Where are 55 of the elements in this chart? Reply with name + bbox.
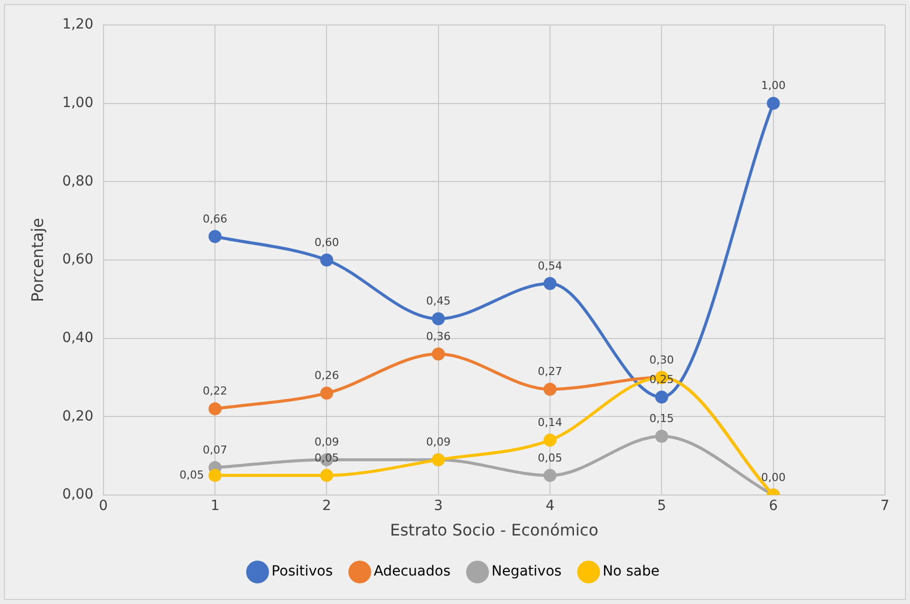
x-tick-label: 5 [657,498,666,514]
data-label: 0,27 [538,365,562,378]
data-label: 0,09 [426,436,451,449]
data-label: 0,66 [202,212,228,226]
x-tick-label: 0 [98,498,108,514]
data-label: 0,30 [649,353,674,366]
y-tick-label: 1,20 [62,16,94,33]
x-tick-label: 4 [546,498,555,514]
x-tick-label: 3 [434,498,443,514]
y-axis-title: Porcentaje [28,218,47,302]
data-label: 0,54 [538,259,562,272]
x-axis-title: Estrato Socio - Económico [390,520,598,540]
data-label: 0,22 [202,384,228,398]
point [320,254,334,266]
data-label: 0,05 [180,468,204,482]
data-label: 0,15 [649,412,674,426]
point [544,382,557,396]
data-label: 0,26 [314,369,339,382]
y-tick-label: 0,60 [62,252,94,268]
point [208,230,222,243]
y-tick-label: 0,40 [62,330,94,346]
data-label: 0,45 [426,294,451,308]
point [544,468,557,482]
point [544,277,557,290]
data-label: 0,09 [314,436,339,449]
data-label: 0,60 [314,236,339,249]
legend-label: Adecuados [374,564,451,580]
y-tick-label: 1,00 [62,94,94,111]
data-label: 1,00 [761,79,786,92]
point [655,390,668,404]
point [320,468,334,482]
y-tick-label: 0,20 [62,408,94,424]
y-tick-label: 0,80 [62,173,94,190]
legend-label: No sabe [602,564,660,580]
point [766,96,780,110]
point [432,312,445,326]
point [320,386,334,400]
point [432,348,445,360]
data-label: 0,00 [761,470,786,484]
legend-label: Negativos [492,564,562,580]
point [208,402,222,416]
x-tick-label: 7 [880,498,890,514]
data-label: 0,07 [202,443,228,456]
legend-label: Positivos [272,564,333,580]
data-label: 0,05 [538,451,562,464]
x-tick-label: 6 [768,498,778,514]
data-label: 0,05 [314,451,339,464]
x-tick-label: 2 [322,498,332,514]
data-label: 0,14 [538,416,562,430]
y-tick-label: 0,00 [62,486,94,503]
x-tick-label: 1 [210,498,220,514]
point [655,430,668,443]
point [544,434,557,447]
point [208,468,222,482]
data-label: 0,36 [426,330,451,343]
